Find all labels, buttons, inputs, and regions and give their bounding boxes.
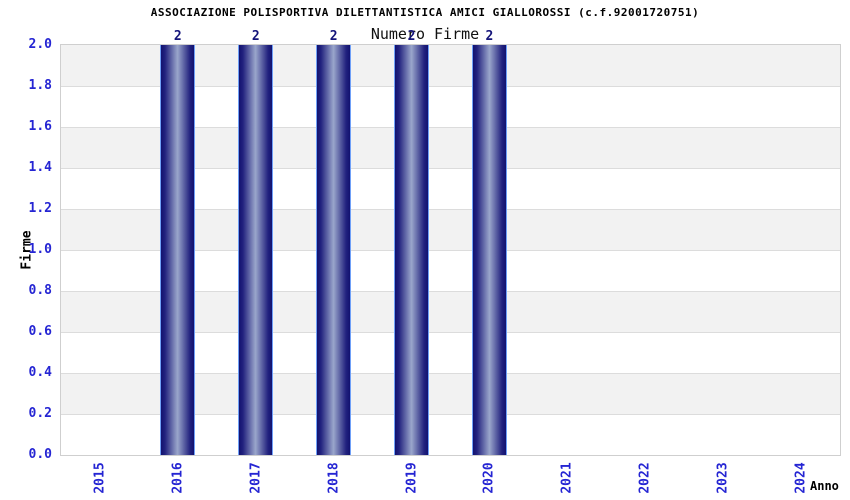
x-tick-label: 2019 [404, 462, 420, 494]
bar-2017 [238, 45, 274, 455]
horizontal-gridline [61, 414, 840, 415]
horizontal-gridline [61, 373, 840, 374]
x-tick-label: 2018 [326, 462, 342, 494]
y-tick-label: 1.8 [28, 78, 52, 93]
horizontal-gridline [61, 86, 840, 87]
bar-2018 [316, 45, 352, 455]
bar-value-label: 2 [407, 29, 416, 44]
chart-title: ASSOCIAZIONE POLISPORTIVA DILETTANTISTIC… [150, 6, 700, 19]
bar-2019 [394, 45, 430, 455]
horizontal-gridline [61, 250, 840, 251]
x-tick-label: 2015 [92, 462, 108, 494]
y-tick-label: 0.4 [28, 365, 52, 380]
x-tick-label: 2022 [637, 462, 653, 494]
chart-subtitle: Numero Firme [370, 25, 480, 43]
horizontal-gridline [61, 127, 840, 128]
y-tick-label: 1.4 [28, 160, 52, 175]
x-tick-label: 2017 [248, 462, 264, 494]
x-tick-label: 2016 [170, 462, 186, 494]
y-tick-label: 1.2 [28, 201, 52, 216]
y-tick-label: 1.6 [28, 119, 52, 134]
y-tick-label: 1.0 [28, 242, 52, 257]
bar-value-label: 2 [251, 29, 260, 44]
x-tick-label: 2021 [559, 462, 575, 494]
y-tick-label: 0.0 [28, 447, 52, 462]
y-tick-label: 0.8 [28, 283, 52, 298]
x-tick-label: 2023 [715, 462, 731, 494]
bar-2016 [160, 45, 196, 455]
bar-value-label: 2 [485, 29, 494, 44]
x-tick-label: 2020 [481, 462, 497, 494]
bar-2020 [471, 45, 507, 455]
horizontal-gridline [61, 209, 840, 210]
y-tick-label: 0.6 [28, 324, 52, 339]
x-axis-title: Anno [810, 479, 839, 493]
bar-value-label: 2 [173, 29, 182, 44]
y-tick-label: 0.2 [28, 406, 52, 421]
horizontal-gridline [61, 168, 840, 169]
horizontal-gridline [61, 332, 840, 333]
bar-value-label: 2 [329, 29, 338, 44]
plot-area [60, 44, 841, 456]
x-tick-label: 2024 [793, 462, 809, 494]
y-tick-label: 2.0 [28, 37, 52, 52]
horizontal-gridline [61, 291, 840, 292]
